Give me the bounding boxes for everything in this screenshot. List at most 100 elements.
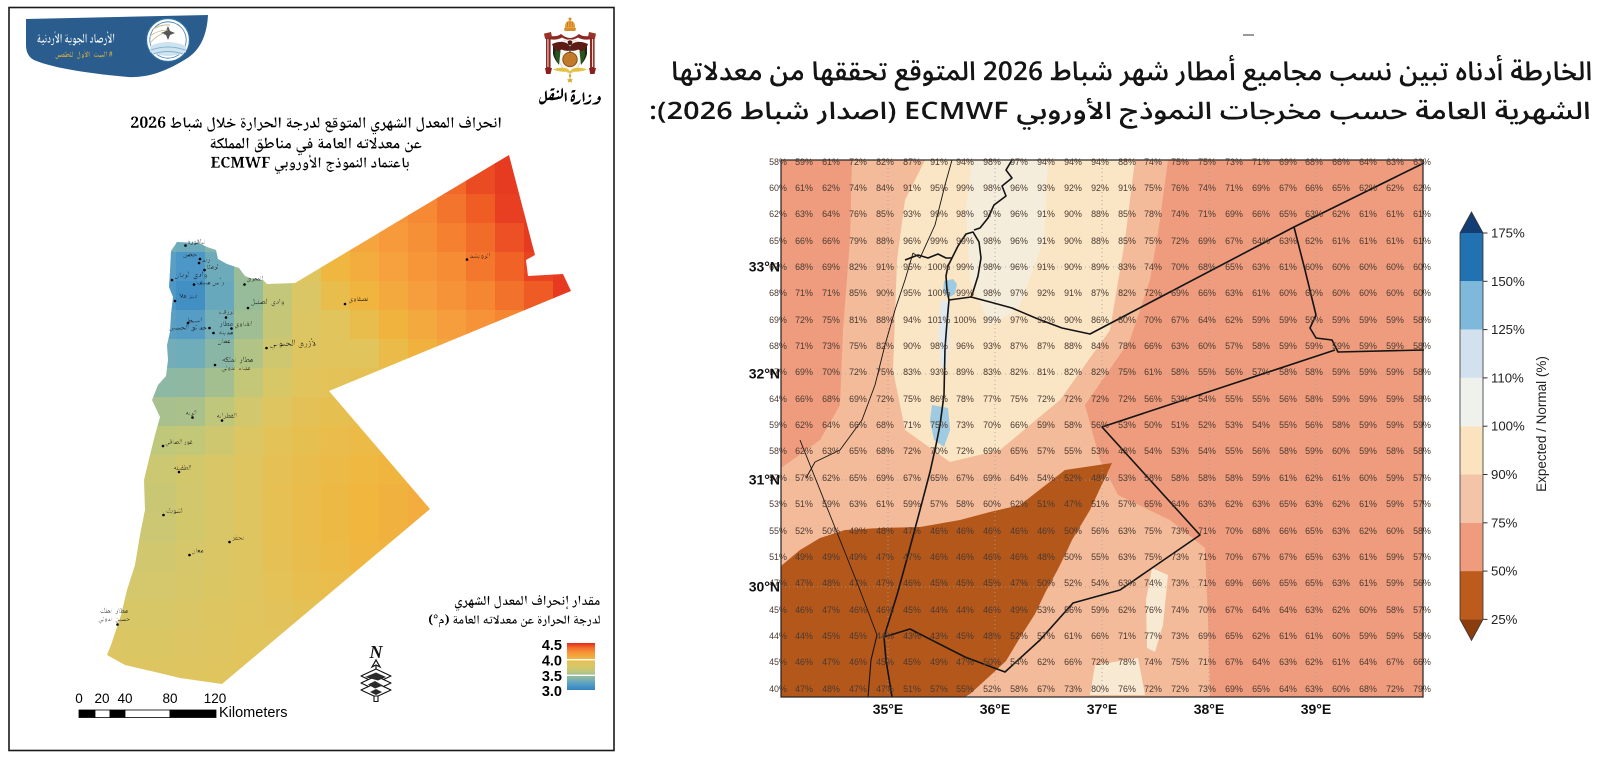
svg-text:74%: 74% xyxy=(1171,605,1189,615)
svg-text:Expected / Normal (%): Expected / Normal (%) xyxy=(1534,356,1549,492)
svg-text:74%: 74% xyxy=(1144,262,1162,272)
svg-text:85%: 85% xyxy=(849,288,867,298)
svg-text:72%: 72% xyxy=(795,315,813,325)
svg-text:53%: 53% xyxy=(1118,473,1136,483)
svg-text:67%: 67% xyxy=(1171,315,1189,325)
svg-text:59%: 59% xyxy=(1359,394,1377,404)
svg-text:58%: 58% xyxy=(1413,446,1431,456)
svg-text:69%: 69% xyxy=(1225,578,1243,588)
svg-text:64%: 64% xyxy=(1010,473,1028,483)
svg-text:50%: 50% xyxy=(983,657,1001,667)
svg-text:60%: 60% xyxy=(1359,288,1377,298)
svg-text:101%: 101% xyxy=(928,315,951,325)
svg-text:91%: 91% xyxy=(1037,262,1055,272)
svg-text:63%: 63% xyxy=(1118,552,1136,562)
svg-text:88%: 88% xyxy=(1091,209,1109,219)
svg-text:91%: 91% xyxy=(903,183,921,193)
svg-text:59%: 59% xyxy=(1332,341,1350,351)
svg-text:47%: 47% xyxy=(876,578,894,588)
svg-text:71%: 71% xyxy=(1198,552,1216,562)
svg-text:58%: 58% xyxy=(1144,473,1162,483)
svg-text:48%: 48% xyxy=(822,578,840,588)
svg-text:63%: 63% xyxy=(1252,262,1270,272)
svg-text:86%: 86% xyxy=(1091,315,1109,325)
svg-text:59%: 59% xyxy=(1305,446,1323,456)
svg-text:72%: 72% xyxy=(1091,394,1109,404)
svg-text:63%: 63% xyxy=(1305,209,1323,219)
svg-text:4.5: 4.5 xyxy=(542,638,562,654)
svg-text:46%: 46% xyxy=(983,605,1001,615)
svg-text:76%: 76% xyxy=(1118,684,1136,694)
svg-text:75%: 75% xyxy=(1144,552,1162,562)
svg-text:94%: 94% xyxy=(1064,157,1082,167)
svg-text:51%: 51% xyxy=(903,684,921,694)
svg-text:65%: 65% xyxy=(1305,526,1323,536)
svg-text:62%: 62% xyxy=(1332,209,1350,219)
svg-text:58%: 58% xyxy=(1413,341,1431,351)
svg-text:48%: 48% xyxy=(1118,446,1136,456)
svg-text:99%: 99% xyxy=(983,315,1001,325)
svg-text:61%: 61% xyxy=(1279,473,1297,483)
svg-text:83%: 83% xyxy=(983,367,1001,377)
svg-text:46%: 46% xyxy=(930,526,948,536)
svg-text:58%: 58% xyxy=(1332,420,1350,430)
svg-text:44%: 44% xyxy=(930,605,948,615)
svg-text:65%: 65% xyxy=(1225,631,1243,641)
svg-text:88%: 88% xyxy=(1118,157,1136,167)
svg-text:71%: 71% xyxy=(822,288,840,298)
svg-text:59%: 59% xyxy=(1037,420,1055,430)
svg-text:52%: 52% xyxy=(1064,578,1082,588)
svg-text:66%: 66% xyxy=(1091,631,1109,641)
svg-text:61%: 61% xyxy=(1359,578,1377,588)
svg-text:74%: 74% xyxy=(1144,657,1162,667)
svg-text:56%: 56% xyxy=(1413,578,1431,588)
svg-text:66%: 66% xyxy=(849,420,867,430)
svg-text:59%: 59% xyxy=(1332,394,1350,404)
svg-text:45%: 45% xyxy=(769,605,787,615)
svg-text:58%: 58% xyxy=(1386,605,1404,615)
svg-text:100%: 100% xyxy=(954,315,977,325)
svg-text:63%: 63% xyxy=(1305,684,1323,694)
svg-text:74%: 74% xyxy=(1198,183,1216,193)
svg-text:46%: 46% xyxy=(903,578,921,588)
svg-text:87%: 87% xyxy=(1037,341,1055,351)
svg-text:90%: 90% xyxy=(903,341,921,351)
svg-text:65%: 65% xyxy=(1279,209,1297,219)
svg-text:65%: 65% xyxy=(849,473,867,483)
svg-text:71%: 71% xyxy=(1225,183,1243,193)
svg-text:43%: 43% xyxy=(903,631,921,641)
svg-text:57%: 57% xyxy=(1037,631,1055,641)
svg-text:68%: 68% xyxy=(1198,262,1216,272)
svg-text:66%: 66% xyxy=(795,394,813,404)
svg-text:60%: 60% xyxy=(1386,288,1404,298)
svg-text:57%: 57% xyxy=(1037,446,1055,456)
svg-text:66%: 66% xyxy=(1010,420,1028,430)
svg-text:59%: 59% xyxy=(1252,315,1270,325)
svg-text:63%: 63% xyxy=(1279,236,1297,246)
svg-text:65%: 65% xyxy=(769,236,787,246)
svg-text:66%: 66% xyxy=(795,236,813,246)
svg-text:64%: 64% xyxy=(1359,157,1377,167)
svg-text:55%: 55% xyxy=(1279,420,1297,430)
svg-text:72%: 72% xyxy=(903,446,921,456)
svg-text:94%: 94% xyxy=(903,315,921,325)
svg-text:59%: 59% xyxy=(1359,341,1377,351)
svg-text:57%: 57% xyxy=(930,499,948,509)
svg-text:50%: 50% xyxy=(1064,526,1082,536)
svg-text:65%: 65% xyxy=(1010,446,1028,456)
svg-text:53%: 53% xyxy=(1091,446,1109,456)
svg-text:83%: 83% xyxy=(1118,262,1136,272)
svg-text:67%: 67% xyxy=(1386,657,1404,667)
svg-text:74%: 74% xyxy=(1171,209,1189,219)
svg-text:63%: 63% xyxy=(1305,499,1323,509)
svg-text:59%: 59% xyxy=(769,420,787,430)
svg-text:99%: 99% xyxy=(956,183,974,193)
svg-text:59%: 59% xyxy=(1386,420,1404,430)
svg-text:57%: 57% xyxy=(1118,499,1136,509)
svg-text:82%: 82% xyxy=(876,157,894,167)
svg-text:63%: 63% xyxy=(822,446,840,456)
svg-text:61%: 61% xyxy=(1144,367,1162,377)
svg-text:66%: 66% xyxy=(1064,657,1082,667)
svg-text:97%: 97% xyxy=(1010,288,1028,298)
svg-text:51%: 51% xyxy=(795,499,813,509)
